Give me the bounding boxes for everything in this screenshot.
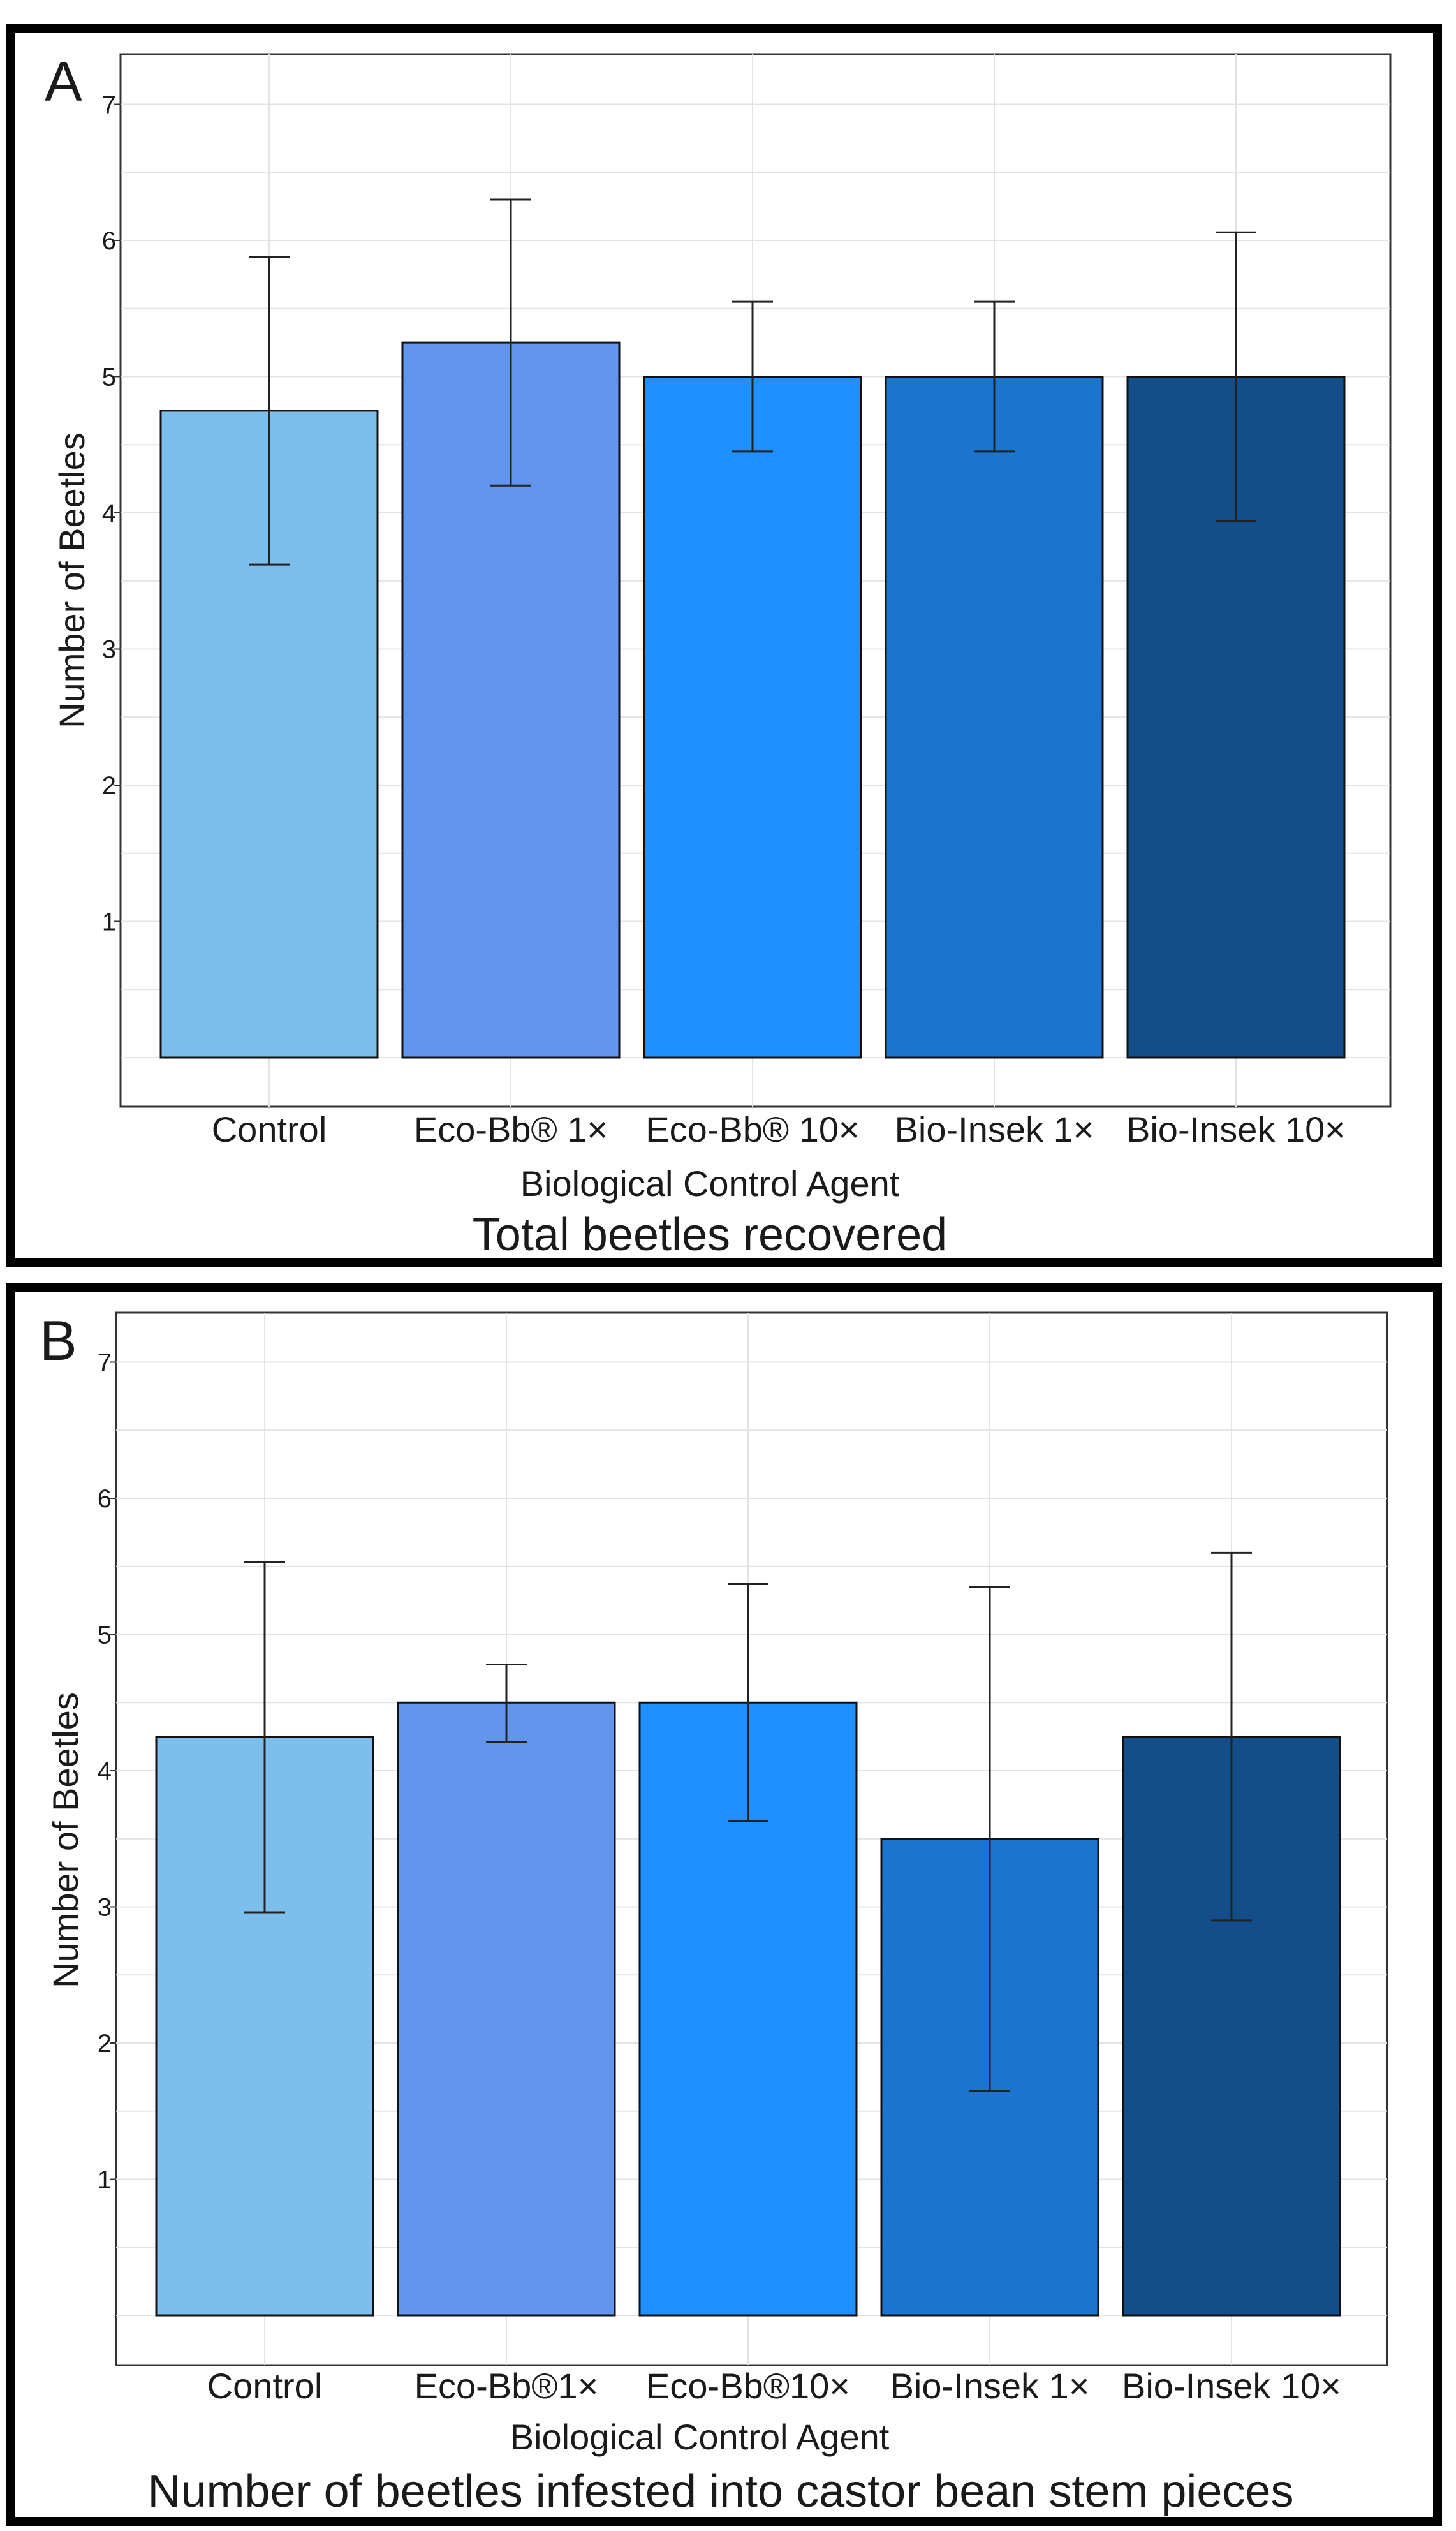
y-tick-label: 3	[98, 1894, 112, 1922]
bar-2	[397, 1701, 616, 2317]
x-tick-label: Eco-Bb® 10×	[645, 1109, 859, 1149]
y-tick-label: 7	[102, 91, 116, 119]
panel-b-x-axis-label: Biological Control Agent	[510, 2417, 890, 2457]
panel-a-x-axis-label: Biological Control Agent	[520, 1163, 900, 1204]
y-tick-label: 5	[98, 1621, 112, 1649]
panel-b-caption: Number of beetles infested into castor b…	[148, 2466, 1294, 2517]
x-tick-label: Eco-Bb®10×	[646, 2366, 850, 2406]
panel-b: B 1 2 3 4 5 6 7 Control Eco-Bb®1× Eco-Bb®10× Bio-…	[6, 1283, 1442, 2526]
x-tick-label: Bio-Insek 1×	[890, 2366, 1090, 2406]
panel-a-x-ticks: Control Eco-Bb® 1× Eco-Bb® 10× Bio-Insek 1×…	[212, 1109, 1346, 1149]
panel-b-frame	[6, 1283, 1442, 2526]
panel-a-y-ticks: 1 2 3 4 5 6 7	[102, 91, 121, 936]
x-tick-label: Bio-Insek 10×	[1126, 1109, 1346, 1149]
y-tick-label: 1	[98, 2166, 112, 2194]
x-tick-label: Eco-Bb® 1×	[414, 1109, 608, 1149]
x-tick-label: Bio-Insek 10×	[1122, 2366, 1341, 2406]
panel-a-bars	[159, 341, 1346, 1059]
y-tick-label: 4	[98, 1757, 112, 1785]
bar-4	[885, 376, 1104, 1059]
panel-b-x-ticks: Control Eco-Bb®1× Eco-Bb®10× Bio-Insek 1× Bi…	[207, 2366, 1341, 2406]
y-tick-label: 3	[102, 636, 116, 664]
y-tick-label: 2	[102, 772, 116, 800]
panel-a-error-bars	[249, 198, 1256, 566]
x-tick-label: Control	[212, 1109, 327, 1149]
bar-3	[643, 376, 862, 1059]
y-tick-label: 1	[102, 908, 116, 936]
y-tick-label: 7	[98, 1349, 112, 1377]
panel-a-y-axis-label: Number of Beetles	[52, 432, 92, 728]
panel-b-error-bars	[244, 1551, 1252, 2092]
panel-a-letter: A	[45, 50, 82, 113]
x-tick-label: Eco-Bb®1×	[415, 2366, 599, 2406]
panel-b-y-axis-label: Number of Beetles	[45, 1692, 85, 1988]
y-tick-label: 6	[102, 227, 116, 255]
panel-a-frame	[6, 24, 1442, 1267]
panel-b-letter: B	[40, 1309, 77, 1372]
x-tick-label: Bio-Insek 1×	[895, 1109, 1094, 1149]
y-tick-label: 4	[102, 499, 116, 528]
y-tick-label: 2	[98, 2030, 112, 2058]
panel-a-caption: Total beetles recovered	[473, 1209, 947, 1260]
y-tick-label: 5	[102, 364, 116, 392]
panel-b-y-ticks: 1 2 3 4 5 6 7	[98, 1349, 116, 2194]
y-tick-label: 6	[98, 1485, 112, 1513]
x-tick-label: Control	[207, 2366, 323, 2406]
panel-a: A 1 2 3 4 5 6 7 Control Eco-Bb® 1× Eco-Bb® 10× Bi…	[6, 24, 1442, 1267]
